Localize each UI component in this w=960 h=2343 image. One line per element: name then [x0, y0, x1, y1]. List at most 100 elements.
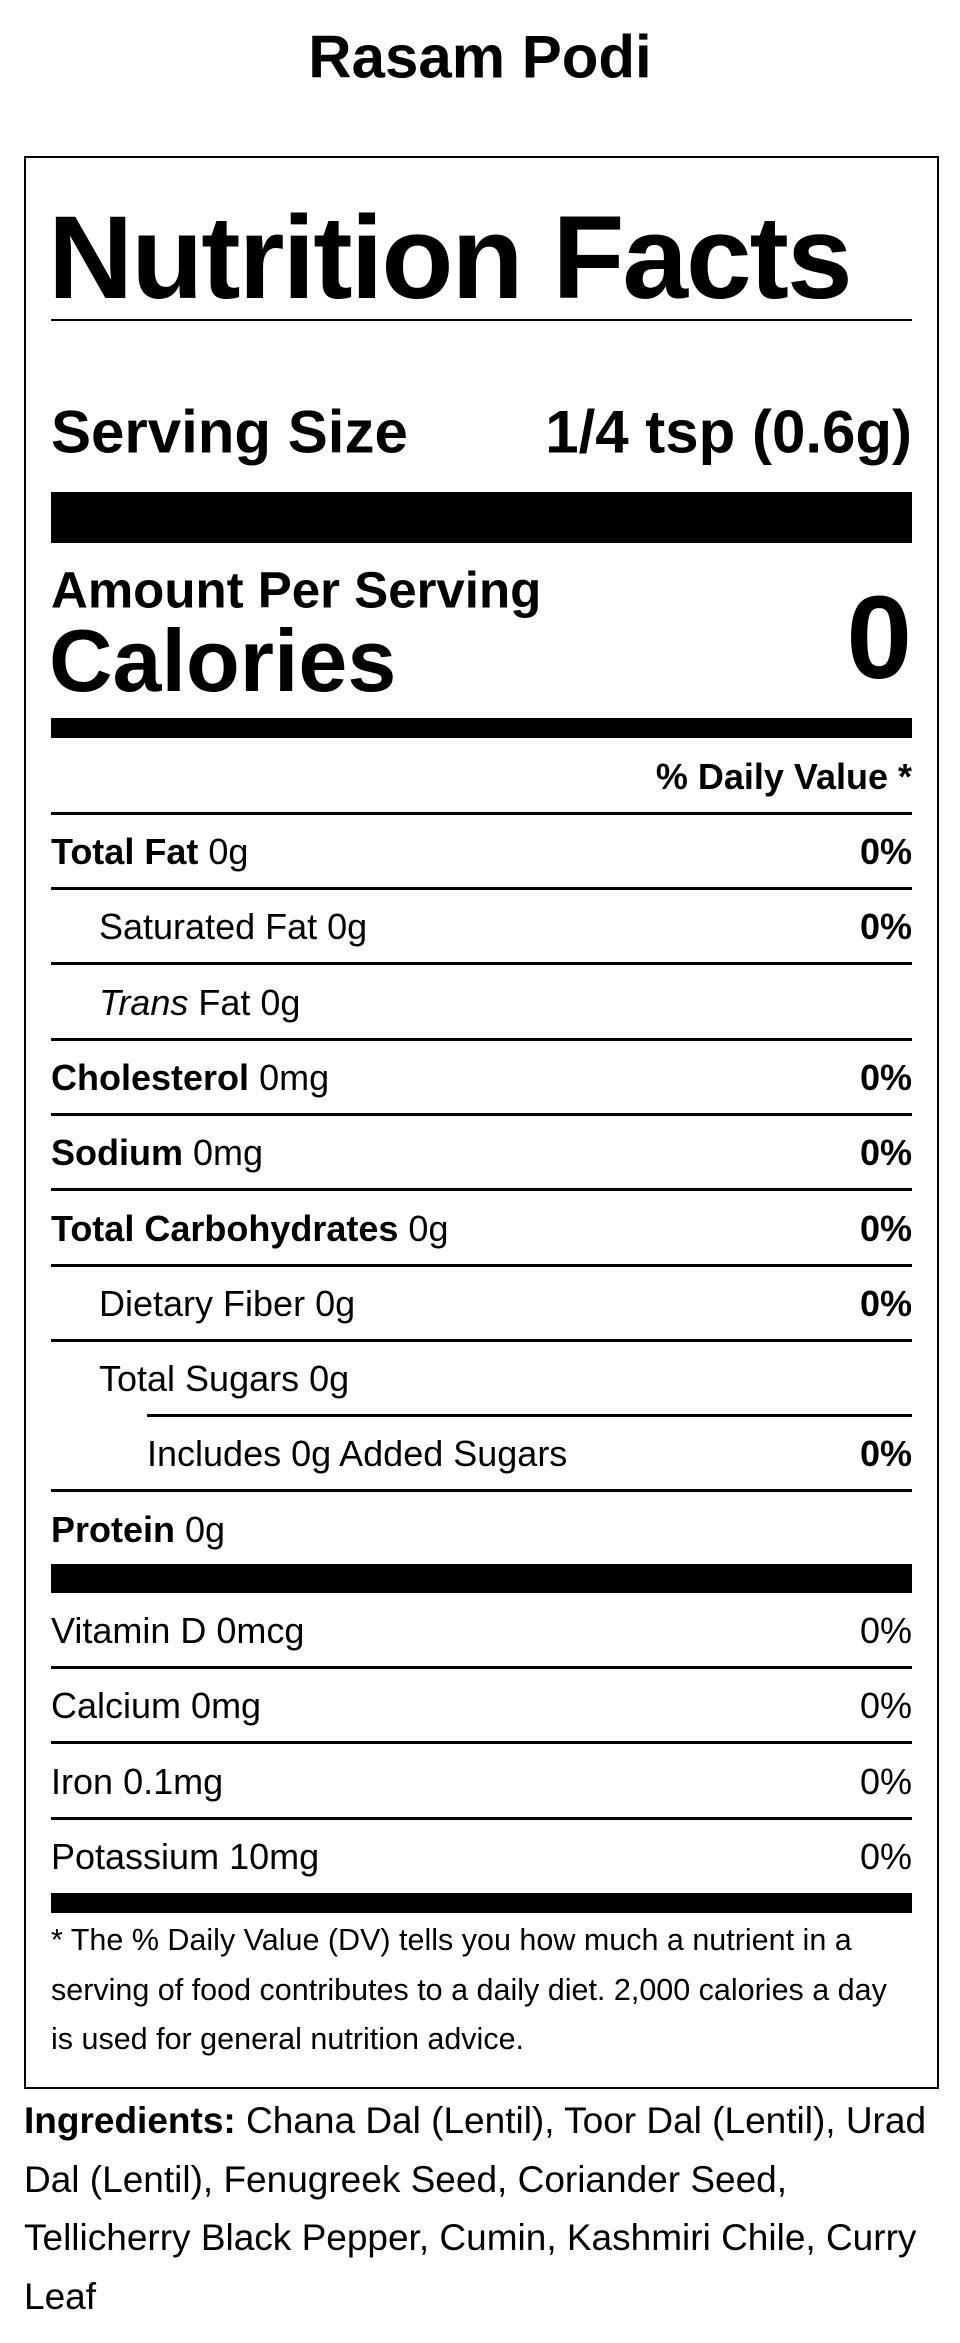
vitamin-row: Vitamin D 0mcg 0%	[51, 1610, 912, 1652]
ingredients-label: Ingredients:	[24, 2100, 236, 2141]
nutrient-amount: 0mg	[193, 1132, 264, 1174]
nutrient-label: Total Fat	[51, 831, 199, 872]
nutrient-amount: 0g	[185, 1508, 226, 1550]
daily-value: 0%	[859, 831, 912, 872]
nutrient-amount: 0mg	[259, 1056, 330, 1098]
space	[181, 1685, 191, 1727]
daily-value: 0%	[859, 906, 912, 948]
nutrient-row: Sodium 0mg 0%	[51, 1132, 912, 1174]
nutrient-row: Includes 0g Added Sugars 0%	[147, 1433, 912, 1475]
nutrient-label: Includes 0g Added Sugars	[147, 1433, 568, 1475]
space	[299, 1358, 309, 1400]
nutrient-amount: 0g	[408, 1207, 449, 1249]
space	[249, 1057, 259, 1099]
nutrient-row: Cholesterol 0mg 0%	[51, 1057, 912, 1099]
nutrient-label: Total Carbohydrates	[51, 1207, 399, 1249]
nutrient-label: Dietary Fiber	[99, 1282, 306, 1324]
nutrient-name: Total Sugars 0g	[99, 1358, 349, 1400]
amount-per-serving: Amount Per Serving	[51, 561, 542, 619]
nutrient-row: Protein 0g	[51, 1509, 912, 1551]
nutrient-row: Saturated Fat 0g 0%	[99, 906, 912, 948]
vitamin-row: Potassium 10mg 0%	[51, 1836, 912, 1878]
nutrient-label: Sodium	[51, 1132, 183, 1174]
nutrient-name: Protein 0g	[51, 1509, 225, 1551]
daily-value: 0%	[859, 1685, 912, 1727]
vitamin-label: Vitamin D	[51, 1610, 207, 1651]
space	[183, 1132, 193, 1174]
rule	[51, 887, 912, 890]
thick-rule	[51, 718, 912, 738]
daily-value: 0%	[859, 1282, 912, 1324]
rule	[147, 1414, 912, 1418]
serving-size-value: 1/4 tsp (0.6g)	[545, 398, 912, 466]
daily-value: 0%	[859, 1835, 912, 1877]
nutrient-name: Saturated Fat 0g	[99, 906, 367, 948]
nutrient-name: Dietary Fiber 0g	[99, 1283, 355, 1325]
daily-value: 0%	[859, 1132, 912, 1174]
nutrient-amount: 0g	[315, 1282, 356, 1324]
space	[198, 831, 208, 873]
rule	[51, 1816, 912, 1820]
daily-value: 0%	[859, 1056, 912, 1098]
ingredients: Ingredients: Chana Dal (Lentil), Toor Da…	[24, 2092, 939, 2327]
nutrient-row: Total Carbohydrates 0g 0%	[51, 1208, 912, 1250]
vitamin-name: Calcium 0mg	[51, 1685, 261, 1727]
nutrient-name: Total Fat 0g	[51, 831, 248, 873]
vitamin-row: Calcium 0mg 0%	[51, 1685, 912, 1727]
nutrient-name: Cholesterol 0mg	[51, 1057, 329, 1099]
rule	[51, 1037, 912, 1041]
thick-rule	[51, 1893, 912, 1913]
daily-value: 0%	[859, 1433, 912, 1475]
daily-value: 0%	[859, 1610, 912, 1651]
nutrient-row: Trans Fat 0g	[99, 982, 912, 1024]
vitamin-name: Iron 0.1mg	[51, 1761, 223, 1803]
nutrient-row: Dietary Fiber 0g 0%	[99, 1283, 912, 1325]
serving-size-label: Serving Size	[51, 398, 408, 466]
rule	[51, 1489, 912, 1493]
footnote: * The % Daily Value (DV) tells you how m…	[51, 1923, 887, 2056]
rule	[51, 1112, 912, 1116]
space	[250, 982, 260, 1024]
nutrient-name: Trans Fat 0g	[99, 982, 300, 1024]
nutrient-amount: 0g	[327, 906, 368, 948]
vitamin-label: Calcium	[51, 1685, 182, 1727]
thick-rule	[51, 1564, 912, 1593]
nutrient-name-italic: Trans	[99, 981, 189, 1023]
nutrient-amount: 0g	[309, 1358, 350, 1400]
daily-value: 0%	[859, 1760, 912, 1802]
rule	[51, 1263, 912, 1267]
space	[188, 982, 198, 1024]
nutrient-row: Total Sugars 0g	[99, 1358, 912, 1400]
calories-label: Calories	[49, 611, 397, 710]
space	[219, 1836, 229, 1878]
nutrient-amount: 0g	[208, 831, 249, 872]
vitamin-row: Iron 0.1mg 0%	[51, 1761, 912, 1803]
label-heading: Nutrition Facts	[48, 192, 853, 324]
space	[113, 1761, 123, 1803]
calories-value: 0	[846, 572, 912, 704]
space	[398, 1208, 408, 1250]
nutrient-label: Cholesterol	[51, 1056, 250, 1098]
nutrient-label: Total Sugars	[99, 1358, 300, 1400]
vitamin-amount: 0mcg	[216, 1610, 305, 1651]
nutrient-name: Sodium 0mg	[51, 1132, 263, 1174]
vitamin-name: Potassium 10mg	[51, 1836, 319, 1878]
rule	[51, 962, 912, 966]
nutrient-name: Total Carbohydrates 0g	[51, 1208, 448, 1250]
daily-value: 0%	[859, 1207, 912, 1249]
ingredients-text: Chana Dal (Lentil), Toor Dal (Lentil), U…	[24, 2100, 927, 2318]
space	[305, 1283, 315, 1325]
thick-rule	[51, 492, 912, 543]
rule	[51, 1741, 912, 1745]
vitamin-amount: 0mg	[191, 1685, 262, 1727]
vitamin-label: Potassium	[51, 1835, 220, 1877]
daily-value-header: % Daily Value *	[655, 756, 912, 797]
nutrient-name: Includes 0g Added Sugars	[147, 1433, 567, 1475]
rule	[51, 1188, 912, 1192]
rule	[51, 1666, 912, 1669]
vitamin-name: Vitamin D 0mcg	[51, 1610, 304, 1652]
vitamin-amount: 0.1mg	[123, 1760, 224, 1802]
rule	[51, 812, 912, 815]
nutrient-label: Fat	[198, 981, 251, 1023]
